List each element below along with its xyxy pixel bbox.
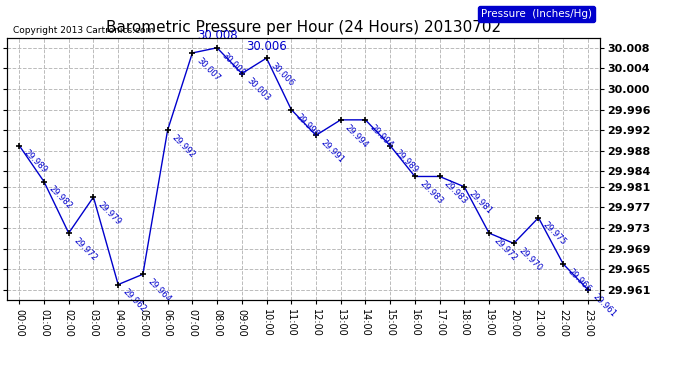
Text: 29.992: 29.992 xyxy=(170,133,197,160)
Text: 30.008: 30.008 xyxy=(220,51,247,78)
Text: 29.972: 29.972 xyxy=(492,236,519,263)
Text: 29.991: 29.991 xyxy=(319,138,346,165)
Text: 30.003: 30.003 xyxy=(244,76,272,103)
Text: 30.006: 30.006 xyxy=(246,39,287,53)
Text: 29.982: 29.982 xyxy=(47,184,74,211)
Text: 29.981: 29.981 xyxy=(467,189,494,216)
Text: 29.983: 29.983 xyxy=(417,179,444,206)
Legend: Pressure  (Inches/Hg): Pressure (Inches/Hg) xyxy=(478,6,595,22)
Text: 29.989: 29.989 xyxy=(22,148,49,175)
Text: 29.961: 29.961 xyxy=(591,292,618,320)
Title: Barometric Pressure per Hour (24 Hours) 20130702: Barometric Pressure per Hour (24 Hours) … xyxy=(106,20,501,35)
Text: 30.007: 30.007 xyxy=(195,56,222,82)
Text: 29.989: 29.989 xyxy=(393,148,420,175)
Text: Copyright 2013 Cartronics.com: Copyright 2013 Cartronics.com xyxy=(13,26,154,35)
Text: 29.972: 29.972 xyxy=(72,236,99,263)
Text: 29.975: 29.975 xyxy=(541,220,568,247)
Text: 30.008: 30.008 xyxy=(197,29,237,42)
Text: 29.970: 29.970 xyxy=(517,246,544,273)
Text: 29.966: 29.966 xyxy=(566,267,593,294)
Text: 29.996: 29.996 xyxy=(294,112,321,139)
Text: 29.962: 29.962 xyxy=(121,287,148,314)
Text: 29.983: 29.983 xyxy=(442,179,469,206)
Text: 29.964: 29.964 xyxy=(146,277,172,304)
Text: 30.006: 30.006 xyxy=(269,61,296,88)
Text: 29.994: 29.994 xyxy=(368,123,395,149)
Text: 29.994: 29.994 xyxy=(344,123,371,149)
Text: 29.979: 29.979 xyxy=(96,200,123,227)
